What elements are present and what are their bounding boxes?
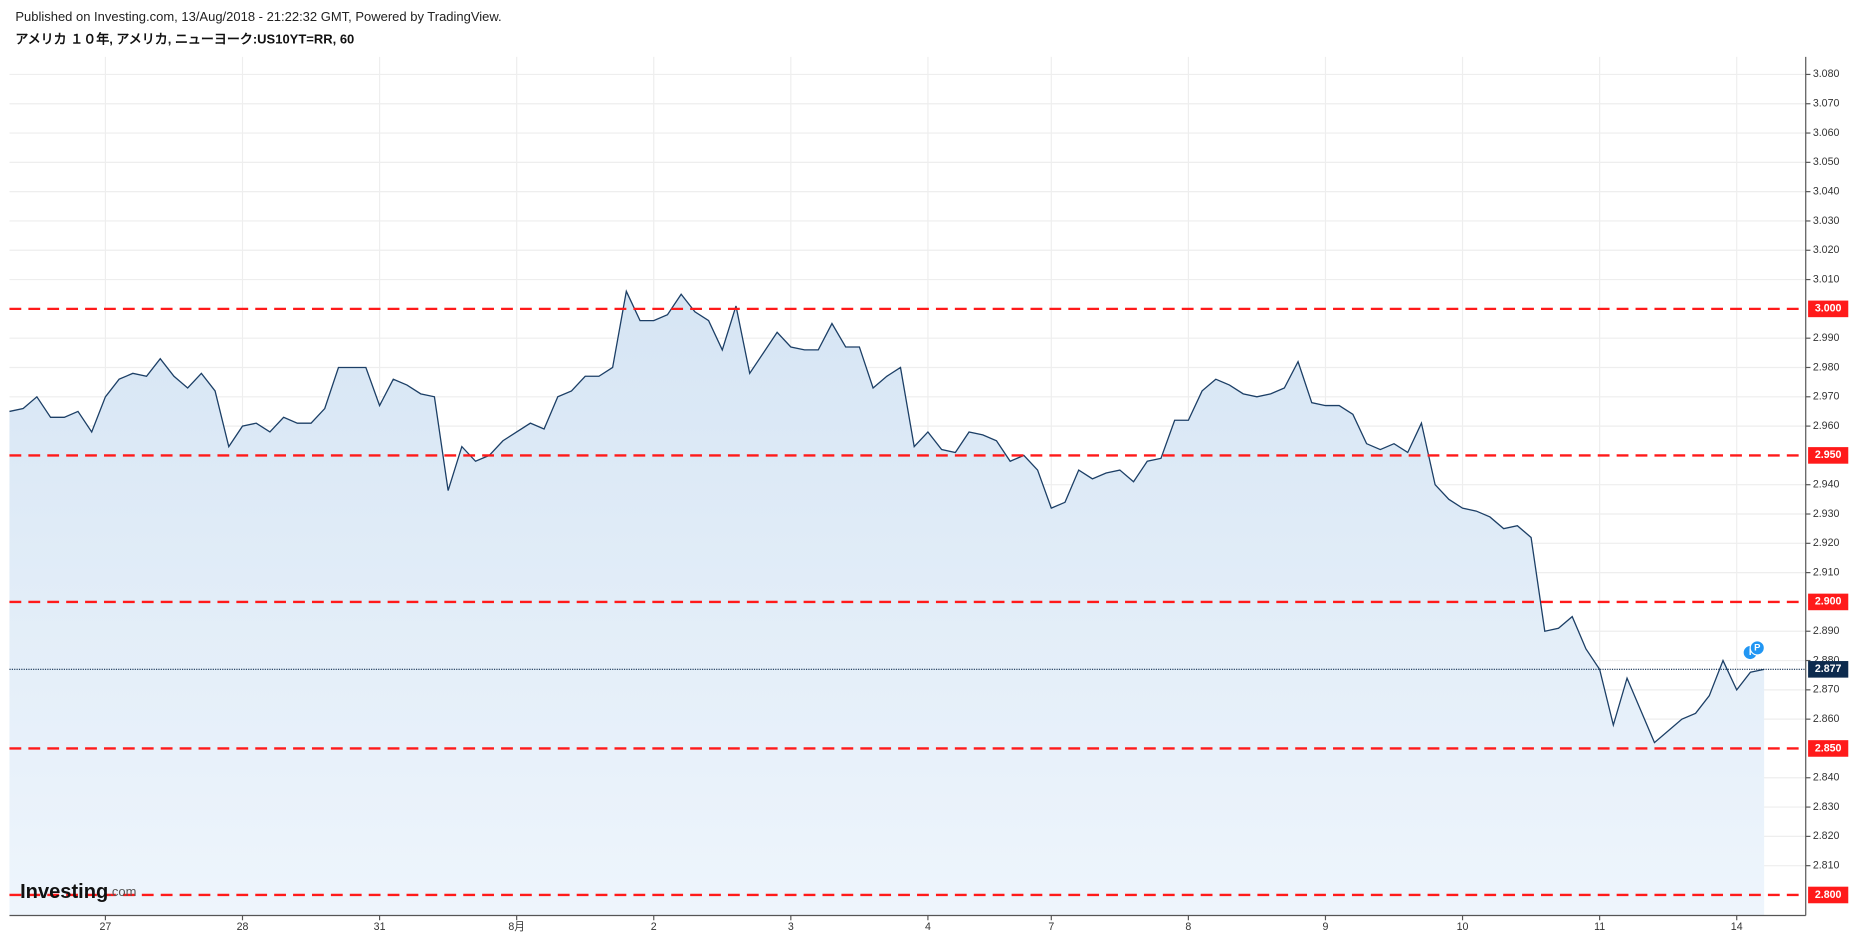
x-tick-label: 4 xyxy=(925,921,931,933)
level-tag xyxy=(1808,886,1849,904)
watermark-brand: Investing xyxy=(20,881,108,903)
x-tick-label: 7 xyxy=(1048,921,1054,933)
y-tick-label: 2.960 xyxy=(1813,420,1840,432)
event-marker-label: I xyxy=(1749,647,1752,658)
y-tick-label: 2.890 xyxy=(1813,625,1840,637)
current-price-label: 2.877 xyxy=(1815,663,1842,675)
x-tick-label: 3 xyxy=(788,921,794,933)
price-line xyxy=(9,289,1765,744)
watermark-suffix: .com xyxy=(108,884,136,899)
y-tick-label: 3.010 xyxy=(1813,273,1840,285)
x-tick-label: 14 xyxy=(1731,921,1743,933)
y-tick-label: 2.870 xyxy=(1813,684,1840,696)
area-fill xyxy=(9,291,1765,916)
x-tick-label: 31 xyxy=(374,921,386,933)
y-tick-label: 2.980 xyxy=(1813,361,1840,373)
watermark: Investing.com xyxy=(20,881,136,903)
level-tag xyxy=(1808,300,1849,318)
y-tick-label: 3.080 xyxy=(1813,68,1840,80)
event-marker xyxy=(1749,640,1765,656)
y-tick-label: 2.860 xyxy=(1813,713,1840,725)
level-label: 2.950 xyxy=(1815,449,1842,461)
level-tag xyxy=(1808,447,1849,464)
y-tick-label: 2.820 xyxy=(1813,830,1840,842)
y-tick-label: 3.050 xyxy=(1813,156,1840,168)
y-tick-label: 2.810 xyxy=(1813,859,1840,871)
x-tick-label: 2 xyxy=(651,921,657,933)
y-tick-label: 2.830 xyxy=(1813,801,1840,813)
level-tag xyxy=(1808,740,1849,757)
y-tick-label: 2.920 xyxy=(1813,537,1840,549)
y-tick-label: 3.070 xyxy=(1813,98,1840,110)
level-label: 3.000 xyxy=(1815,303,1842,315)
y-tick-label: 2.990 xyxy=(1813,332,1840,344)
x-tick-label: 27 xyxy=(100,921,112,933)
event-marker-label: P xyxy=(1754,642,1760,653)
y-tick-label: 3.040 xyxy=(1813,185,1840,197)
y-tick-label: 2.970 xyxy=(1813,391,1840,403)
level-label: 2.800 xyxy=(1815,889,1842,901)
x-tick-label: 8月 xyxy=(508,921,525,933)
x-tick-label: 9 xyxy=(1323,921,1329,933)
current-price-tag xyxy=(1808,661,1849,678)
y-tick-label: 3.060 xyxy=(1813,127,1840,139)
x-tick-label: 11 xyxy=(1594,921,1605,933)
y-tick-label: 3.030 xyxy=(1813,215,1840,227)
y-tick-label: 3.020 xyxy=(1813,244,1840,256)
y-tick-label: 2.940 xyxy=(1813,479,1840,491)
x-tick-label: 10 xyxy=(1457,921,1469,933)
y-tick-label: 2.930 xyxy=(1813,508,1840,520)
published-note: Published on Investing.com, 13/Aug/2018 … xyxy=(15,9,501,24)
y-tick-label: 2.910 xyxy=(1813,566,1840,578)
level-label: 2.850 xyxy=(1815,742,1842,754)
x-tick-label: 28 xyxy=(237,921,249,933)
y-tick-label: 2.840 xyxy=(1813,772,1840,784)
level-label: 2.900 xyxy=(1815,596,1842,608)
level-tag xyxy=(1808,593,1849,611)
x-tick-label: 8 xyxy=(1185,921,1191,933)
symbol-title: アメリカ １０年, アメリカ, ニューヨーク:US10YT=RR, 60 xyxy=(15,32,354,47)
